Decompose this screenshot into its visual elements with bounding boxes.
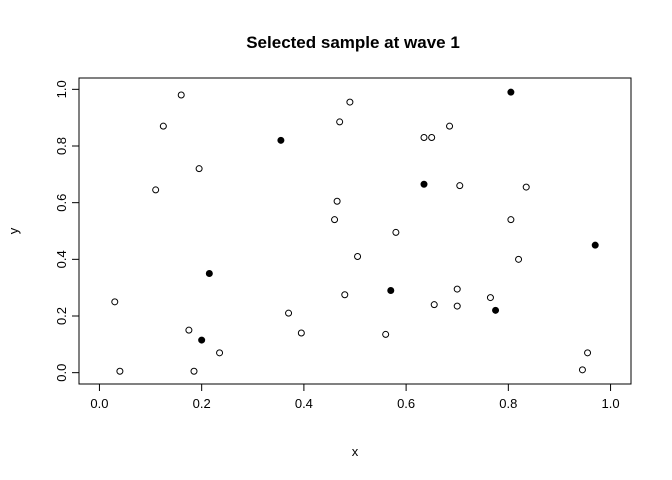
selected-point [387, 287, 395, 294]
sample-point [430, 301, 438, 309]
x-axis-label: x [352, 444, 359, 459]
sample-point [185, 326, 193, 334]
data-points [111, 88, 599, 375]
sample-point [446, 122, 454, 130]
y-tick-label: 0.4 [54, 250, 69, 268]
sample-point [420, 134, 428, 141]
sample-point [486, 294, 494, 302]
x-tick-label: 0.0 [90, 396, 108, 411]
selected-point [420, 180, 428, 188]
sample-point [159, 122, 167, 130]
sample-point [578, 366, 586, 374]
selected-point [198, 336, 206, 344]
x-tick-label: 0.2 [193, 396, 211, 411]
sample-point [354, 253, 362, 260]
sample-point [331, 216, 339, 224]
sample-point [456, 182, 464, 190]
x-tick-label: 0.4 [295, 396, 313, 411]
selected-point [205, 270, 213, 277]
sample-point [584, 349, 592, 357]
sample-point [336, 118, 344, 126]
x-tick-label: 0.8 [499, 396, 517, 411]
y-tick-label: 1.0 [54, 80, 69, 98]
sample-point [346, 98, 354, 106]
y-tick-label: 0.8 [54, 137, 69, 155]
sample-point [216, 349, 224, 357]
y-axis: 0.0 0.2 0.4 0.6 0.8 1.0 [54, 80, 80, 382]
sample-point [333, 197, 341, 205]
chart-title: Selected sample at wave 1 [246, 33, 460, 52]
selected-point [591, 241, 599, 249]
sample-point [177, 91, 185, 99]
sample-point [392, 228, 400, 236]
x-axis: 0.0 0.2 0.4 0.6 0.8 1.0 [90, 383, 620, 411]
y-tick-label: 0.2 [54, 307, 69, 325]
sample-point [111, 298, 119, 306]
sample-point [116, 367, 124, 375]
sample-point [195, 165, 203, 173]
y-tick-label: 0.0 [54, 364, 69, 382]
selected-point [492, 306, 500, 314]
sample-point [341, 291, 349, 299]
y-tick-label: 0.6 [54, 194, 69, 212]
selected-point [507, 88, 515, 96]
sample-point [507, 216, 515, 224]
sample-point [297, 329, 305, 337]
sample-point [152, 186, 160, 194]
sample-point [382, 330, 390, 338]
sample-point [515, 255, 523, 263]
sample-point [190, 367, 198, 375]
sample-point [453, 302, 461, 310]
sample-point [453, 285, 461, 293]
y-axis-label: y [6, 227, 21, 234]
sample-point [285, 309, 293, 317]
selected-point [277, 136, 285, 144]
x-tick-label: 0.6 [397, 396, 415, 411]
sample-point [522, 183, 530, 191]
sample-point [428, 134, 436, 141]
x-tick-label: 1.0 [602, 396, 620, 411]
